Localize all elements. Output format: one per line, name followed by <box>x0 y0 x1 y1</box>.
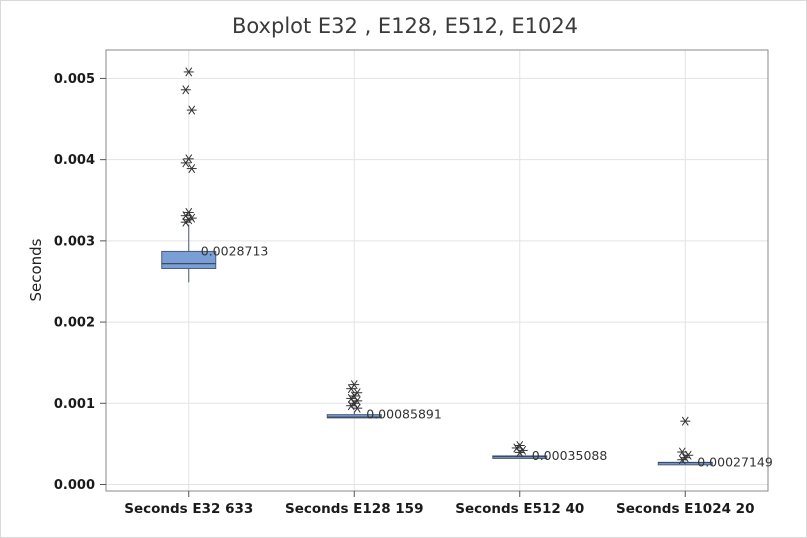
outlier-stroke <box>678 455 686 465</box>
outlier-marker <box>183 67 194 77</box>
box-group: 0.00085891 <box>326 380 442 422</box>
boxes: 0.0028713 0.00085891 0.00035088 0.00027149 <box>161 67 773 469</box>
outlier-marker <box>680 416 691 426</box>
outlier-stroke <box>182 217 190 227</box>
outlier-stroke <box>182 85 190 95</box>
outlier-stroke <box>188 105 196 115</box>
box <box>326 414 382 419</box>
y-tick-label: 0.002 <box>54 316 95 331</box>
grid-lines <box>106 50 768 491</box>
y-tick-label: 0.000 <box>54 478 95 493</box>
mean-data-label: 0.0028713 <box>201 243 269 258</box>
y-tick-label: 0.001 <box>54 397 95 412</box>
y-tick-label: 0.004 <box>54 153 95 168</box>
outlier-stroke <box>678 447 686 457</box>
chart-title: Boxplot E32 , E128, E512, E1024 <box>232 14 578 38</box>
outlier-stroke <box>347 384 355 394</box>
outlier-marker <box>677 455 688 465</box>
box <box>161 250 217 269</box>
outlier-stroke <box>513 443 521 453</box>
box-group: 0.0028713 <box>161 67 269 283</box>
x-category-label: Seconds E128 159 <box>285 501 423 517</box>
box-group: 0.00035088 <box>492 440 608 463</box>
outlier-marker <box>186 105 197 115</box>
outlier-marker <box>352 403 363 413</box>
outlier-stroke <box>188 164 196 174</box>
x-axis: Seconds E32 633 Seconds E128 159 Seconds E… <box>124 491 754 517</box>
outlier-marker <box>514 447 525 457</box>
outlier-stroke <box>347 401 355 411</box>
mean-data-label: 0.00035088 <box>532 448 608 463</box>
outlier-marker <box>186 164 197 174</box>
x-category-label: Seconds E1024 20 <box>616 501 754 517</box>
outlier-marker <box>180 158 191 168</box>
mean-data-label: 0.00027149 <box>697 454 773 469</box>
outlier-stroke <box>681 416 689 426</box>
x-category-label: Seconds E512 40 <box>455 501 584 517</box>
y-tick-label: 0.003 <box>54 234 95 249</box>
outlier-stroke <box>516 447 524 457</box>
outlier-stroke <box>347 393 355 403</box>
outlier-stroke <box>353 403 361 413</box>
box-group: 0.00027149 <box>657 416 773 469</box>
y-tick-label: 0.005 <box>54 72 95 87</box>
y-axis: 0.000 0.001 0.002 0.003 0.004 0.005 <box>54 72 106 493</box>
outlier-marker <box>180 85 191 95</box>
plot-area <box>105 49 769 492</box>
x-category-label: Seconds E32 633 <box>124 501 253 517</box>
outlier-stroke <box>185 67 193 77</box>
mean-data-label: 0.00085891 <box>366 407 442 422</box>
outlier-marker <box>180 217 191 227</box>
y-axis-label: Seconds <box>27 238 45 301</box>
outlier-stroke <box>182 158 190 168</box>
